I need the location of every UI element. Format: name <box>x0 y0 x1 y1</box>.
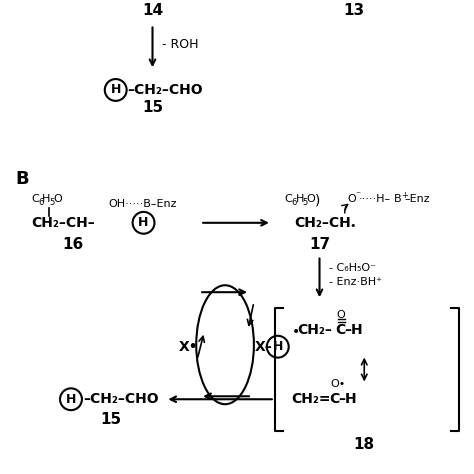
Text: O•: O• <box>330 379 346 389</box>
Text: O: O <box>53 194 62 204</box>
Text: - Enz·BH⁺: - Enz·BH⁺ <box>329 277 383 287</box>
Text: 6: 6 <box>38 199 44 208</box>
Text: OH·····B–Enz: OH·····B–Enz <box>109 199 177 209</box>
Text: 17: 17 <box>309 237 330 252</box>
Text: C: C <box>329 392 340 406</box>
Text: ⁻: ⁻ <box>356 190 360 200</box>
Text: O: O <box>337 310 345 320</box>
Text: - ROH: - ROH <box>163 38 199 51</box>
Text: •: • <box>292 325 300 339</box>
Text: 5: 5 <box>302 199 308 208</box>
Text: H: H <box>42 194 51 204</box>
Text: –CH₂–CHO: –CH₂–CHO <box>83 392 158 406</box>
Text: –Enz: –Enz <box>404 194 429 204</box>
Text: •: • <box>349 221 356 231</box>
Text: C: C <box>31 194 39 204</box>
Text: CH₂–CH–: CH₂–CH– <box>31 216 95 230</box>
Text: –H: –H <box>338 392 357 406</box>
Text: H: H <box>66 393 76 406</box>
Text: - C₆H₅O⁻: - C₆H₅O⁻ <box>329 264 376 273</box>
Text: +: + <box>401 191 408 200</box>
Text: C: C <box>285 194 292 204</box>
Text: ·····H–: ·····H– <box>358 194 391 204</box>
Text: 5: 5 <box>49 199 55 208</box>
Text: CH₂=: CH₂= <box>292 392 331 406</box>
Text: 13: 13 <box>344 3 365 18</box>
Text: H: H <box>296 194 304 204</box>
Text: X–: X– <box>255 340 273 354</box>
Text: 14: 14 <box>142 3 163 18</box>
Text: –CH₂–CHO: –CH₂–CHO <box>128 83 203 97</box>
Text: 15: 15 <box>100 411 121 427</box>
Text: B: B <box>15 170 29 188</box>
Text: ): ) <box>315 194 320 208</box>
Text: X•: X• <box>179 340 198 354</box>
Text: CH₂–: CH₂– <box>298 323 333 337</box>
Text: H: H <box>110 83 121 97</box>
Text: C: C <box>336 323 346 337</box>
Text: O: O <box>307 194 315 204</box>
Text: 18: 18 <box>354 438 375 452</box>
Text: O: O <box>347 194 356 204</box>
Text: CH₂–CH: CH₂–CH <box>295 216 351 230</box>
Text: B: B <box>394 194 401 204</box>
Text: 6: 6 <box>292 199 297 208</box>
Text: 15: 15 <box>142 100 163 115</box>
Text: –H: –H <box>345 323 363 337</box>
Text: 16: 16 <box>63 237 83 252</box>
Text: H: H <box>273 340 283 353</box>
Text: H: H <box>138 216 149 229</box>
